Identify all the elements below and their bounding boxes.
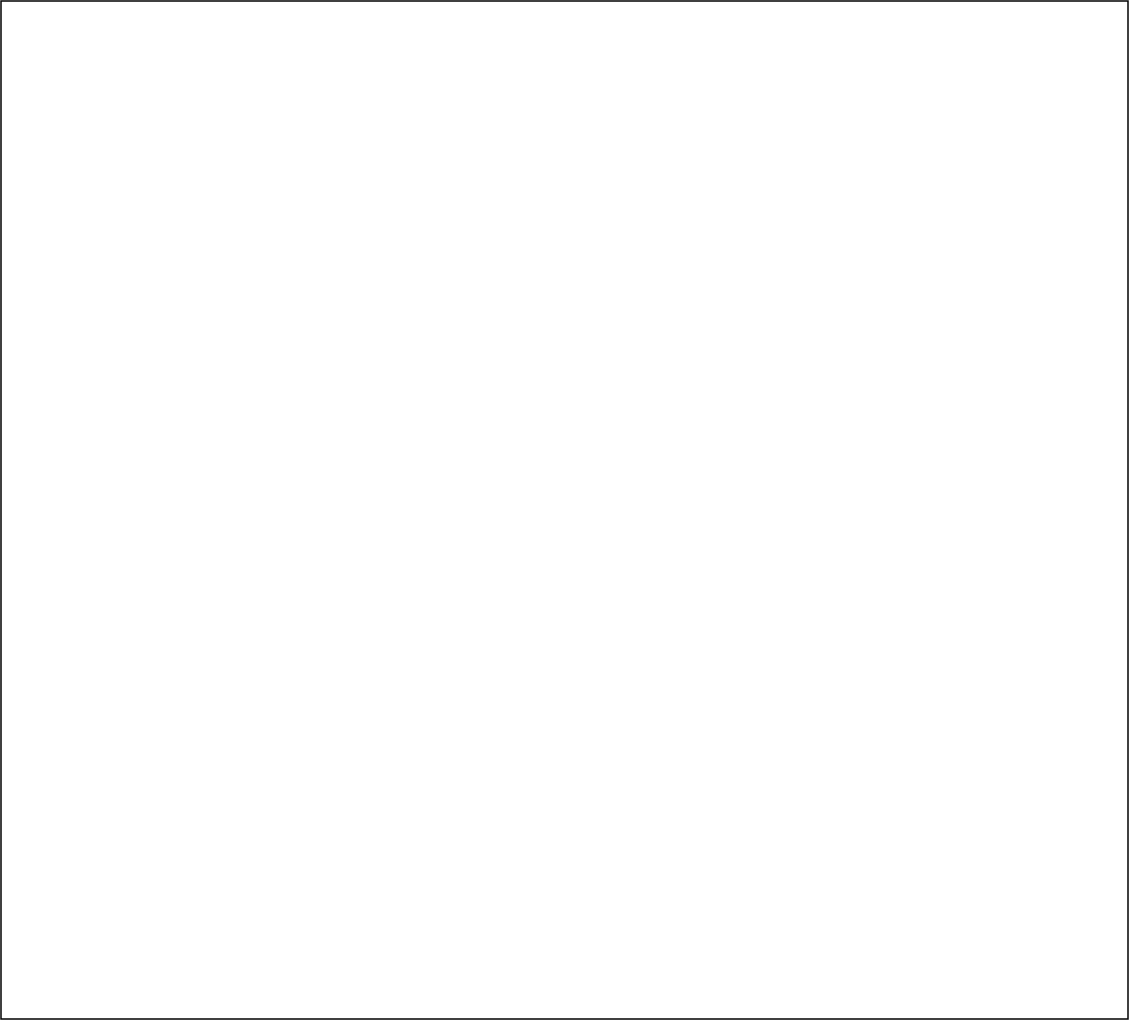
- outer-border: [0, 0, 1129, 1020]
- figure: -4-202461380-61381-11381-81382-31382-101…: [0, 0, 1129, 1020]
